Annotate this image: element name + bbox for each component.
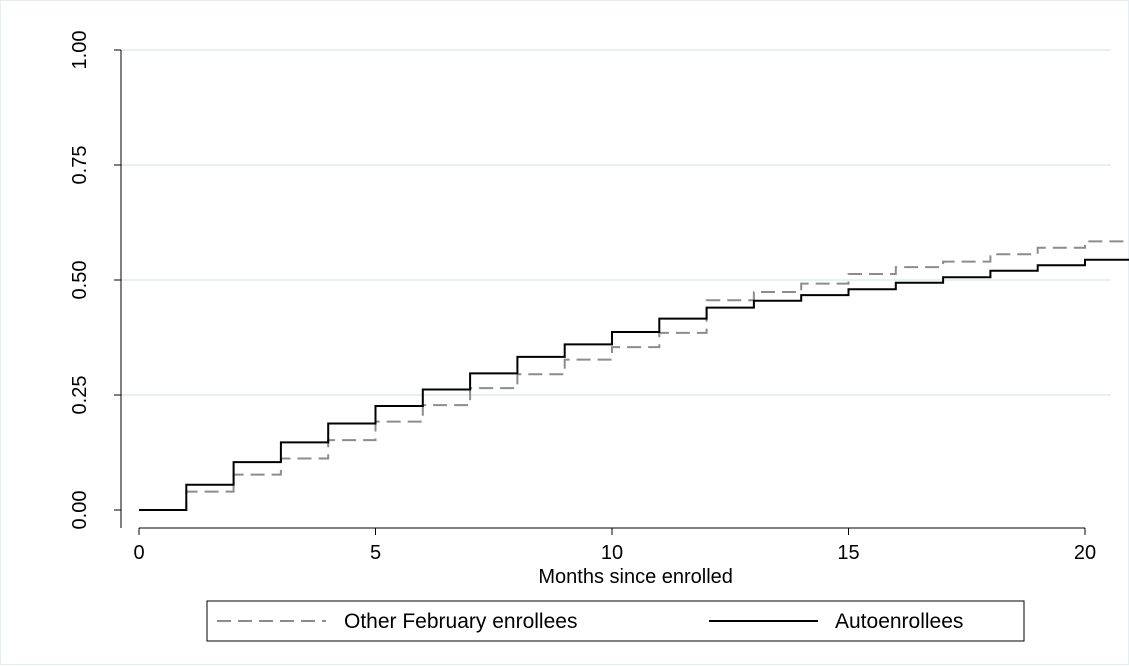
legend: Other February enrollees Autoenrollees [206, 600, 1025, 642]
gridlines [121, 49, 1111, 396]
y-tick-labels: 0.00 0.25 0.50 0.75 1.00 [69, 31, 91, 530]
series-line-1 [139, 258, 1129, 511]
y-tick-label-1: 0.25 [69, 376, 91, 415]
legend-box [206, 600, 1025, 642]
legend-label-other-february: Other February enrollees [344, 610, 577, 633]
x-tick-label-4: 20 [1074, 542, 1096, 564]
x-tick-label-1: 5 [370, 542, 381, 564]
series-group [139, 240, 1129, 511]
series-line-0 [139, 240, 1129, 511]
x-tick-label-0: 0 [133, 542, 144, 564]
y-tick-label-3: 0.75 [69, 146, 91, 185]
legend-label-autoenrollees: Autoenrollees [835, 610, 963, 633]
x-axis-title: Months since enrolled [538, 566, 733, 588]
y-tick-label-4: 1.00 [69, 31, 91, 70]
x-tick-label-2: 10 [601, 542, 623, 564]
axes [114, 49, 1086, 535]
x-tick-label-3: 15 [837, 542, 859, 564]
y-tick-label-2: 0.50 [69, 261, 91, 300]
x-tick-labels: 0 5 10 15 20 [133, 542, 1096, 564]
y-tick-label-0: 0.00 [69, 491, 91, 530]
